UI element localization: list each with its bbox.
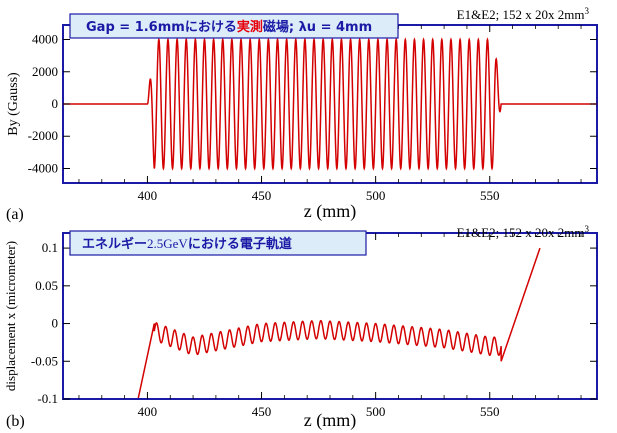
panel-b-title-1: エネルギー — [82, 236, 147, 252]
panel-a-xtick-label: 400 — [138, 188, 158, 203]
panel-b-xtick-label: 450 — [252, 404, 272, 419]
panel-a-xtick-label: 550 — [480, 188, 500, 203]
panel-b-ytick-label: -0.1 — [37, 391, 58, 406]
panel-b-title-box: エネルギー2.5GeVにおける電子軌道 — [69, 230, 367, 256]
panel-a-title-2: 実測 — [237, 19, 263, 35]
panel-a-xtick-label: 450 — [252, 188, 272, 203]
panel-a-title-box: Gap = 1.6mmにおける実測磁場; λu = 4mm — [69, 13, 399, 39]
svg-text:エネルギー2.5GeVにおける電子軌道: エネルギー2.5GeVにおける電子軌道 — [82, 236, 292, 252]
panel-b-corner-note: E1&E2; 152 x 20x 2mm3 — [457, 224, 590, 240]
panel-b-xlabel: z (mm) — [304, 410, 356, 431]
panel-a-ytick-label: 0 — [52, 96, 59, 111]
panel-b-title-2: 2.5GeV — [147, 236, 188, 251]
panel-a: 400 450 500 550 4000 2000 0 -2000 -4000 By (Gaus… — [6, 6, 598, 223]
panel-a-label: (a) — [6, 206, 24, 223]
panel-b: 400 450 500 550 0.1 0.05 0 -0.05 -0.1 displaceme… — [3, 224, 598, 431]
panel-a-xlabel: z (mm) — [304, 201, 356, 222]
panel-b-title-3: における電子軌道 — [188, 236, 292, 252]
panel-a-corner-note: E1&E2; 152 x 20x 2mm3 — [457, 6, 590, 22]
panel-b-ylabel: displacement x (micrometer) — [3, 241, 18, 391]
panel-b-xtick-label: 400 — [138, 404, 158, 419]
panel-b-xtick-label: 550 — [480, 404, 500, 419]
panel-a-ytick-label: -4000 — [28, 160, 58, 175]
panel-b-ytick-label: 0 — [52, 316, 59, 331]
panel-a-ytick-label: -2000 — [28, 128, 58, 143]
panel-a-xtick-label: 500 — [366, 188, 386, 203]
panel-a-title-1: Gap = 1.6mmにおける — [86, 20, 237, 35]
panel-a-title-3: 磁場; λu = 4mm — [263, 19, 372, 35]
panel-b-ytick-label: 0.05 — [35, 278, 58, 293]
panel-b-trace — [137, 247, 541, 399]
panel-b-label: (b) — [6, 413, 25, 430]
panel-b-ytick-label: 0.1 — [42, 240, 58, 255]
panel-a-trace — [63, 37, 597, 171]
svg-text:Gap = 1.6mmにおける実測磁場; λu = 4mm: Gap = 1.6mmにおける実測磁場; λu = 4mm — [86, 19, 372, 35]
panel-b-ytick-label: -0.05 — [31, 353, 58, 368]
panel-b-xtick-label: 500 — [366, 404, 386, 419]
panel-a-ytick-label: 2000 — [32, 64, 58, 79]
panel-a-ylabel: By (Gauss) — [6, 72, 21, 136]
panel-a-ytick-label: 4000 — [32, 32, 58, 47]
